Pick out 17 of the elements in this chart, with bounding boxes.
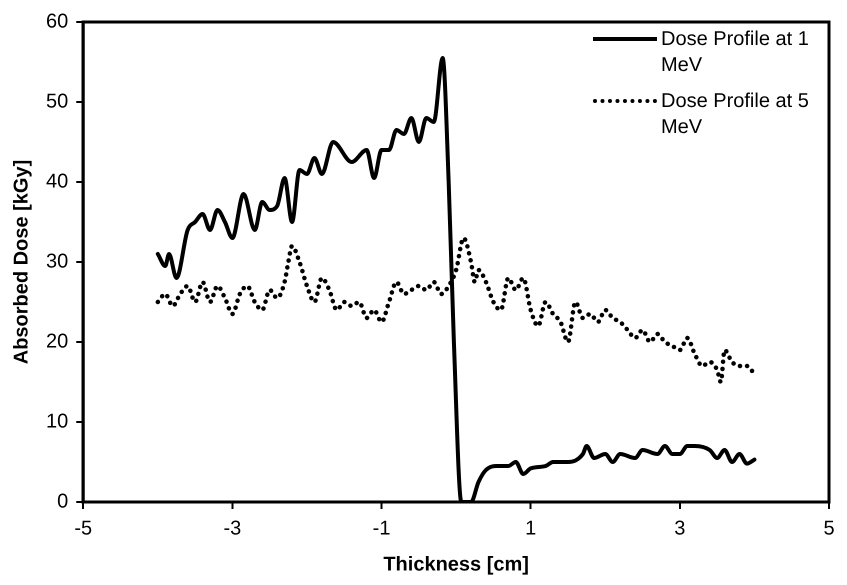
legend-label: Dose Profile at 5 MeV <box>661 89 810 140</box>
x-tick-label: -3 <box>224 518 242 540</box>
y-axis-title: Absorbed Dose [kGy] <box>10 160 33 364</box>
y-tick-label: 60 <box>46 10 68 33</box>
y-tick-label: 40 <box>46 170 68 193</box>
y-tick-label: 10 <box>46 410 68 433</box>
x-tick-label: 3 <box>674 518 686 540</box>
x-axis-title: Thickness [cm] <box>383 554 529 576</box>
y-tick-label: 20 <box>46 330 68 353</box>
y-tick-label: 30 <box>46 250 68 273</box>
x-tick-label: -1 <box>372 518 390 540</box>
legend-label: Dose Profile at 1 MeV <box>661 27 810 78</box>
y-tick-label: 50 <box>46 90 68 113</box>
y-tick-label: 0 <box>57 490 68 513</box>
x-tick-label: 1 <box>525 518 536 540</box>
x-tick-label: 5 <box>823 518 835 540</box>
x-tick-label: -5 <box>74 518 92 540</box>
